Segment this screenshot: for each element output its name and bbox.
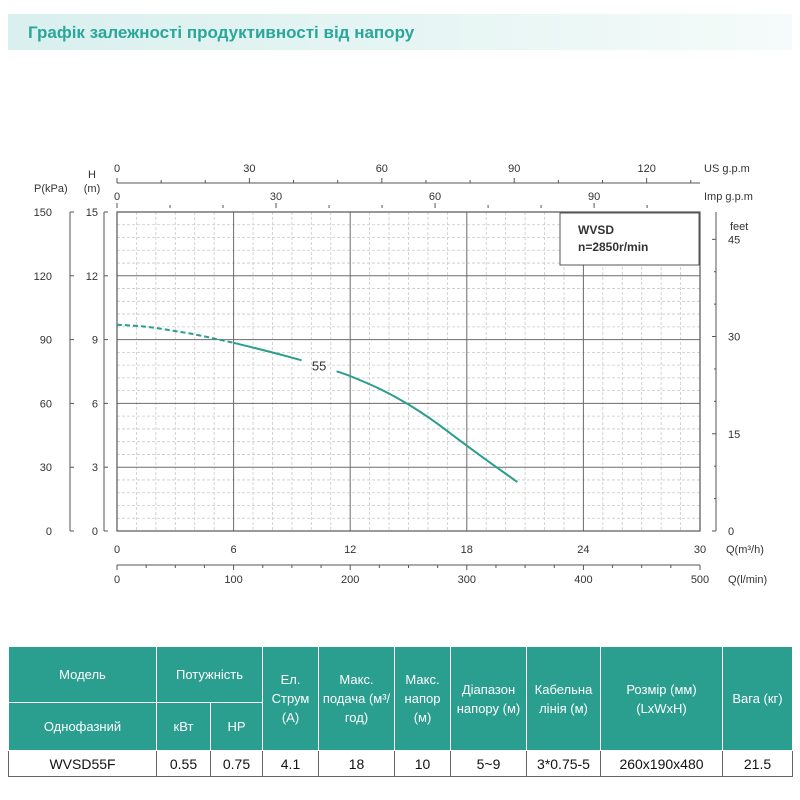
header-max-flow: Макс. подача (м³/год) — [318, 646, 395, 751]
chart-axes — [69, 178, 717, 570]
chart-curves: 55 — [116, 323, 518, 483]
h-tick-label: 12 — [86, 271, 98, 283]
h-axis-label: H — [88, 169, 96, 181]
feet-tick-label: 30 — [728, 332, 740, 344]
cell-max-flow: 18 — [318, 750, 395, 777]
p-tick-label: 150 — [34, 207, 52, 219]
q-m3h-tick-label: 6 — [231, 544, 237, 556]
page-title: Графік залежності продуктивності від нап… — [28, 23, 415, 42]
feet-tick-label: 0 — [728, 526, 734, 538]
cell-hp: 0.75 — [210, 750, 263, 777]
cell-head-range: 5~9 — [450, 750, 527, 777]
p-tick-label: 60 — [40, 398, 52, 410]
header-power: Потужність — [156, 646, 263, 703]
q-m3h-tick-label: 0 — [114, 544, 120, 556]
table-row: WVSD55F 0.55 0.75 4.1 18 10 5~9 3*0.75-5… — [8, 750, 793, 777]
feet-tick-label: 45 — [728, 234, 740, 246]
q-m3h-axis-label: Q(m³/h) — [726, 544, 764, 556]
q-lmin-tick-label: 500 — [691, 574, 709, 586]
header-head-range: Діапазон напору (м) — [450, 646, 527, 751]
feet-axis-label: feet — [730, 221, 748, 233]
model-label: WVSD — [578, 223, 614, 237]
us-gpm-axis-label: US g.p.m — [704, 163, 750, 175]
cell-model: WVSD55F — [8, 750, 157, 777]
us-gpm-tick-label: 60 — [376, 163, 388, 175]
imp-gpm-tick-label: 30 — [270, 191, 282, 203]
h-tick-label: 3 — [92, 462, 98, 474]
header-model: Модель — [8, 646, 157, 703]
q-lmin-axis-label: Q(l/min) — [728, 574, 767, 586]
p-axis-label: P(kPa) — [34, 183, 68, 195]
h-tick-label: 9 — [92, 335, 98, 347]
header-single-phase: Однофазний — [8, 702, 157, 751]
curve-55-solid-a — [233, 341, 302, 362]
h-axis-unit: (m) — [84, 183, 101, 195]
header-max-head: Макс. напор (м) — [394, 646, 451, 751]
chart-tick-labels: P(kPa)0306090120150H(m)03691215feet01530… — [34, 163, 767, 586]
speed-label: n=2850r/min — [578, 240, 648, 254]
chart-info-box: WVSD n=2850r/min — [559, 212, 700, 266]
cell-current: 4.1 — [262, 750, 319, 777]
header-kw: кВт — [156, 702, 211, 751]
title-bar: Графік залежності продуктивності від нап… — [8, 14, 792, 50]
imp-gpm-tick-label: 0 — [114, 191, 120, 203]
q-m3h-tick-label: 30 — [694, 544, 706, 556]
header-current: Ел. Струм (А) — [262, 646, 319, 751]
us-gpm-tick-label: 30 — [243, 163, 255, 175]
p-tick-label: 120 — [34, 271, 52, 283]
h-tick-label: 0 — [92, 526, 98, 538]
q-m3h-tick-label: 18 — [461, 544, 473, 556]
q-lmin-tick-label: 0 — [114, 574, 120, 586]
header-hp: HP — [210, 702, 263, 751]
header-size: Розмір (мм) (LxWxH) — [600, 646, 723, 751]
h-tick-label: 15 — [86, 207, 98, 219]
cell-weight: 21.5 — [722, 750, 793, 777]
header-weight: Вага (кг) — [722, 646, 793, 751]
curve-55-solid-b — [336, 370, 518, 483]
q-lmin-tick-label: 100 — [224, 574, 242, 586]
feet-tick-label: 15 — [728, 429, 740, 441]
plot-frame — [116, 211, 701, 532]
us-gpm-tick-label: 0 — [114, 163, 120, 175]
q-m3h-tick-label: 12 — [344, 544, 356, 556]
curve-55-label: 55 — [312, 359, 326, 374]
p-tick-label: 30 — [40, 462, 52, 474]
q-lmin-tick-label: 300 — [458, 574, 476, 586]
q-m3h-tick-label: 24 — [577, 544, 589, 556]
p-tick-label: 90 — [40, 335, 52, 347]
header-cable: Кабельна лінія (м) — [526, 646, 601, 751]
imp-gpm-tick-label: 90 — [588, 191, 600, 203]
q-lmin-tick-label: 400 — [574, 574, 592, 586]
model-info-box — [559, 212, 700, 266]
curve-55-dashed — [116, 323, 234, 344]
us-gpm-tick-label: 90 — [508, 163, 520, 175]
us-gpm-tick-label: 120 — [637, 163, 655, 175]
cell-size: 260x190x480 — [600, 750, 723, 777]
h-tick-label: 6 — [92, 398, 98, 410]
spec-table: Модель Потужність Ел. Струм (А) Макс. по… — [8, 646, 793, 777]
q-lmin-tick-label: 200 — [341, 574, 359, 586]
cell-max-head: 10 — [394, 750, 451, 777]
cell-kw: 0.55 — [156, 750, 211, 777]
imp-gpm-axis-label: Imp g.p.m — [704, 191, 753, 203]
cell-cable: 3*0.75-5 — [526, 750, 601, 777]
imp-gpm-tick-label: 60 — [429, 191, 441, 203]
p-tick-label: 0 — [46, 526, 52, 538]
performance-chart: P(kPa)0306090120150H(m)03691215feet01530… — [34, 163, 767, 586]
